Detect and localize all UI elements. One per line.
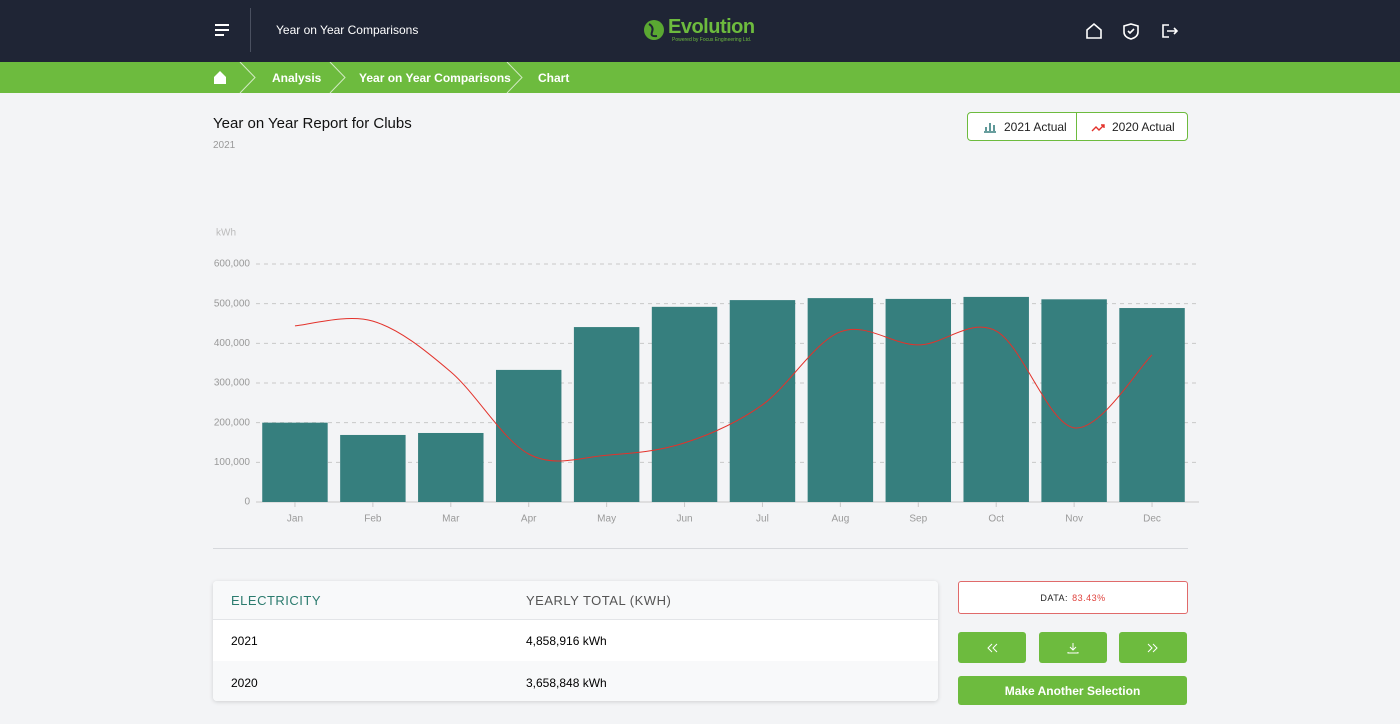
table-row: 2021 4,858,916 kWh — [213, 620, 938, 661]
x-tick-label: Dec — [1143, 514, 1161, 525]
icon — [1147, 643, 1158, 652]
legend-icon — [1091, 123, 1105, 131]
top-bar: Year on Year Comparisons Evolution Power… — [0, 0, 1400, 62]
bar — [1041, 299, 1107, 502]
x-tick-label: Apr — [521, 514, 537, 525]
x-tick-label: Jun — [676, 514, 692, 525]
download-button[interactable] — [1039, 632, 1107, 663]
top-icons[interactable] — [1085, 22, 1185, 40]
table-cell: 2020 — [231, 676, 258, 690]
breadcrumb-bar: Analysis Year on Year Comparisons Chart — [0, 62, 1400, 93]
breadcrumb-item[interactable]: Chart — [538, 71, 570, 85]
y-axis-label: kWh — [216, 228, 236, 239]
chart-subtitle: 2021 — [213, 140, 236, 151]
table-row: 2020 3,658,848 kWh — [213, 661, 938, 701]
table-header-cell: ELECTRICITY — [231, 593, 322, 608]
icon — [987, 643, 998, 652]
legend-item[interactable]: 2021 Actual — [967, 112, 1077, 141]
table-header: ELECTRICITY YEARLY TOTAL (KWH) — [213, 581, 938, 620]
bar — [729, 300, 796, 502]
totals-table: ELECTRICITY YEARLY TOTAL (KWH) 2021 4,85… — [213, 581, 938, 701]
x-tick-label: Aug — [831, 514, 849, 525]
legend-label: 2020 Actual — [1112, 119, 1175, 134]
x-tick-label: Feb — [364, 514, 382, 525]
table-cell: 4,858,916 kWh — [526, 634, 607, 648]
bar — [1119, 308, 1185, 502]
table-cell: 3,658,848 kWh — [526, 676, 607, 690]
logo-tagline: Powered by Focus Engineering Ltd. — [672, 37, 752, 43]
legend-label: 2021 Actual — [1004, 119, 1067, 134]
line — [294, 318, 1153, 462]
x-tick-label: Nov — [1065, 514, 1083, 525]
y-tick-label: 500,000 — [214, 298, 251, 309]
bar — [495, 369, 562, 502]
next-button[interactable] — [1119, 632, 1187, 663]
data-quality-value: 83.43% — [1072, 592, 1106, 603]
x-tick-label: Sep — [909, 514, 927, 525]
chart: kWh 0 100,000 200,000 300,000 400,000 500,000… — [214, 228, 1199, 525]
x-tick-label: Oct — [988, 514, 1004, 525]
breadcrumb-shapes — [214, 62, 523, 93]
legend-icon — [984, 122, 996, 133]
y-tick-label: 300,000 — [214, 378, 251, 389]
separator — [213, 548, 1188, 549]
selection-button[interactable]: Make Another Selection — [958, 676, 1187, 705]
table-header-cell: YEARLY TOTAL (KWH) — [526, 593, 672, 608]
legend-item[interactable]: 2020 Actual — [1076, 112, 1188, 141]
data-quality-label: DATA: — [1040, 592, 1069, 603]
logo: Evolution — [668, 16, 755, 38]
bar — [340, 434, 406, 502]
menu-icon[interactable] — [214, 23, 230, 37]
page-title: Year on Year Comparisons — [276, 23, 419, 37]
chart-title: Year on Year Report for Clubs — [213, 115, 412, 132]
bar — [262, 422, 328, 502]
bar — [807, 298, 874, 502]
table-cell: 2021 — [231, 634, 258, 648]
previous-button[interactable] — [958, 632, 1026, 663]
icon — [1067, 642, 1079, 653]
logo-globe — [644, 20, 664, 40]
bar — [573, 327, 640, 502]
breadcrumb-item[interactable]: Analysis — [272, 71, 322, 85]
divider — [250, 8, 251, 52]
x-tick-label: Mar — [442, 514, 460, 525]
y-tick-label: 100,000 — [214, 457, 251, 468]
y-tick-label: 400,000 — [214, 338, 251, 349]
bar — [885, 298, 952, 502]
x-tick-label: Jan — [287, 514, 303, 525]
x-tick-label: May — [597, 514, 616, 525]
data-quality: DATA: 83.43% — [958, 581, 1188, 614]
y-tick-label: 600,000 — [214, 259, 251, 270]
x-tick-label: Jul — [756, 514, 769, 525]
y-tick-label: 0 — [244, 497, 250, 508]
bar — [651, 306, 718, 502]
y-tick-label: 200,000 — [214, 417, 251, 428]
breadcrumb-item[interactable]: Year on Year Comparisons — [359, 71, 511, 85]
bar — [418, 432, 484, 502]
